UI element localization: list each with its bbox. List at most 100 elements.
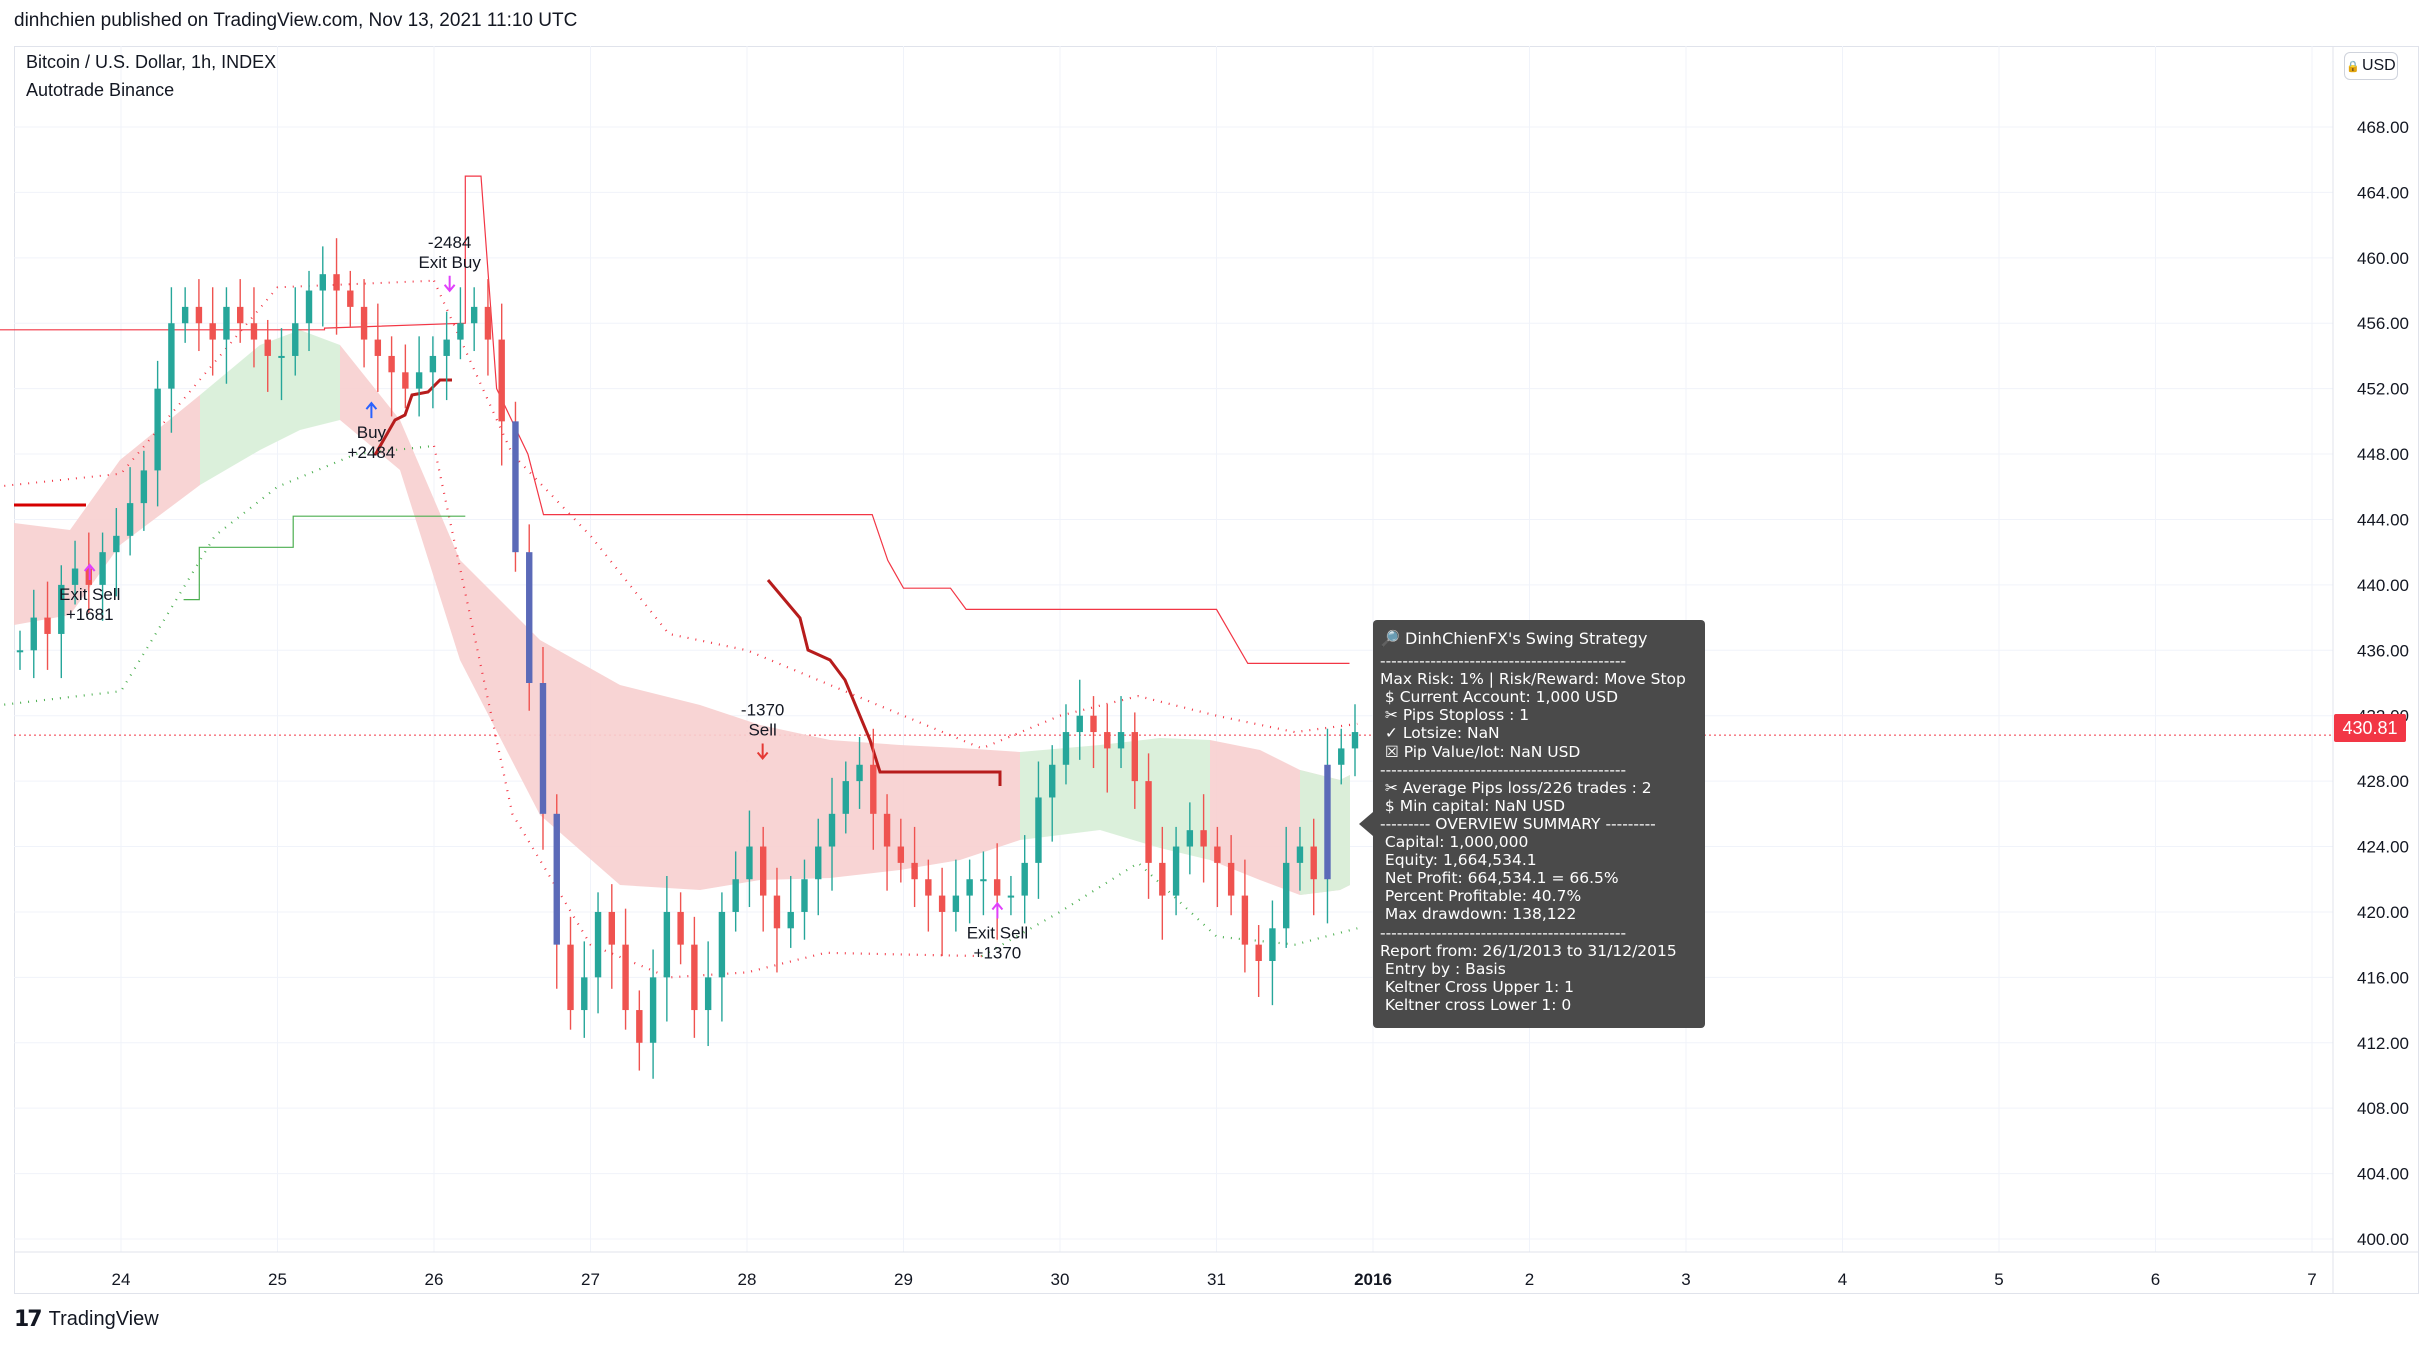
candle-body <box>1076 715 1083 733</box>
y-tick-label: 424.00 <box>2357 838 2409 857</box>
candle-body <box>319 274 326 291</box>
candle-body <box>168 323 175 389</box>
candle-body <box>154 388 161 471</box>
x-tick-label: 26 <box>425 1270 444 1289</box>
x-tick-label: 2 <box>1525 1270 1534 1289</box>
candle-body <box>636 1010 643 1043</box>
trade-label: Exit Buy <box>418 253 481 272</box>
ema-band-bear <box>340 345 1020 890</box>
report-line: ----------------------------------------… <box>1380 923 1627 942</box>
report-line: ✂ Average Pips loss/226 trades : 2 <box>1380 778 1652 797</box>
tradingview-brand[interactable]: 17 TradingView <box>14 1307 159 1332</box>
y-tick-label: 404.00 <box>2357 1165 2409 1184</box>
trade-value-label: -2484 <box>428 233 471 252</box>
y-tick-label: 452.00 <box>2357 380 2409 399</box>
candle-body <box>828 813 836 847</box>
candle-body <box>1351 732 1359 749</box>
candle-body <box>360 306 368 340</box>
candle-body <box>209 323 216 340</box>
candle-body <box>1172 846 1180 896</box>
last-price-label: 430.81 <box>2334 714 2406 742</box>
report-line: Max Risk: 1% | Risk/Reward: Move Stop <box>1380 670 1686 689</box>
symbol-title[interactable]: Bitcoin / U.S. Dollar, 1h, INDEX <box>26 52 277 72</box>
lock-icon: 🔒 <box>2346 61 2360 73</box>
candle-body <box>581 977 588 1011</box>
candle-body <box>223 306 230 340</box>
candle-body <box>842 781 849 814</box>
candle-body <box>99 552 106 585</box>
ema-band-bull <box>1020 738 1210 860</box>
x-tick-label: 25 <box>268 1270 287 1289</box>
grid <box>14 46 2333 1252</box>
report-line: ----------------------------------------… <box>1380 652 1627 671</box>
candle-body <box>71 568 79 585</box>
trade-value-label: +1370 <box>974 943 1022 962</box>
candle-body <box>512 421 519 553</box>
candle-body <box>16 650 24 653</box>
candle-body <box>333 274 340 291</box>
candle-body <box>195 306 203 324</box>
candle-body <box>677 911 684 945</box>
y-tick-label: 436.00 <box>2357 641 2409 660</box>
candle-body <box>1296 846 1304 863</box>
candle-body <box>1049 764 1056 798</box>
candles <box>16 238 1359 1079</box>
currency-selector[interactable]: 🔒 USD <box>2344 52 2398 80</box>
indicator-name[interactable]: Autotrade Binance <box>26 80 175 100</box>
candle-body <box>1227 862 1235 896</box>
y-tick-label: 464.00 <box>2357 183 2409 202</box>
candle-body <box>993 879 1001 896</box>
trade-label: Exit Sell <box>967 923 1028 942</box>
brand-name: TradingView <box>48 1308 159 1330</box>
candle-body <box>1145 781 1152 863</box>
y-tick-label: 412.00 <box>2357 1034 2409 1053</box>
x-tick-label: 4 <box>1838 1270 1847 1289</box>
candle-body <box>470 306 478 324</box>
tradingview-logo: 17 <box>14 1307 43 1332</box>
x-tick-label: 6 <box>2151 1270 2160 1289</box>
candle-body <box>567 944 574 1011</box>
candle-body <box>237 306 244 324</box>
candle-body <box>484 306 492 340</box>
candle-body <box>30 617 37 651</box>
report-line: Capital: 1,000,000 <box>1380 833 1529 852</box>
candle-body <box>264 339 271 356</box>
candle-body <box>429 355 437 373</box>
y-tick-label: 416.00 <box>2357 968 2409 987</box>
candle-body <box>718 911 726 978</box>
report-line: ----------------------------------------… <box>1380 760 1627 779</box>
panel-pointer <box>1359 812 1373 836</box>
axes: 468.00 464.00 460.00 456.00 452.00 448.00 444.… <box>14 46 2419 1294</box>
y-tick-label: 460.00 <box>2357 249 2409 268</box>
candle-body <box>140 470 148 504</box>
candle-body <box>1007 895 1015 898</box>
magnifier-icon: 🔎 <box>1380 629 1406 648</box>
report-line: Keltner cross Lower 1: 0 <box>1380 995 1572 1014</box>
candle-body <box>250 323 258 340</box>
x-tick-label: 30 <box>1051 1270 1070 1289</box>
candle-body <box>856 764 863 782</box>
report-line: --------- OVERVIEW SUMMARY --------- <box>1380 814 1656 833</box>
position-line-long <box>373 378 452 456</box>
candle-body <box>870 764 877 814</box>
candle-body <box>305 290 313 324</box>
x-tick-label: 3 <box>1681 1270 1690 1289</box>
candle-body <box>897 846 905 863</box>
report-line: Keltner Cross Upper 1: 1 <box>1380 977 1575 996</box>
candle-body <box>1159 862 1166 896</box>
candle-body <box>44 617 51 634</box>
publish-line: dinhchien published on TradingView.com, … <box>14 10 578 31</box>
y-tick-label: 440.00 <box>2357 576 2409 595</box>
candle-body <box>1131 732 1138 782</box>
x-tick-label: 24 <box>112 1270 131 1289</box>
report-line: $ Min capital: NaN USD <box>1380 796 1566 815</box>
candle-body <box>1090 715 1097 733</box>
strategy-report-panel: 🔎 DinhChienFX's Swing Strategy ---------… <box>1359 620 1705 1028</box>
report-line: Equity: 1,664,534.1 <box>1380 851 1537 870</box>
candle-body <box>759 846 767 896</box>
candle-body <box>1062 732 1070 765</box>
candle-body <box>181 306 189 324</box>
candle-body <box>388 355 395 373</box>
